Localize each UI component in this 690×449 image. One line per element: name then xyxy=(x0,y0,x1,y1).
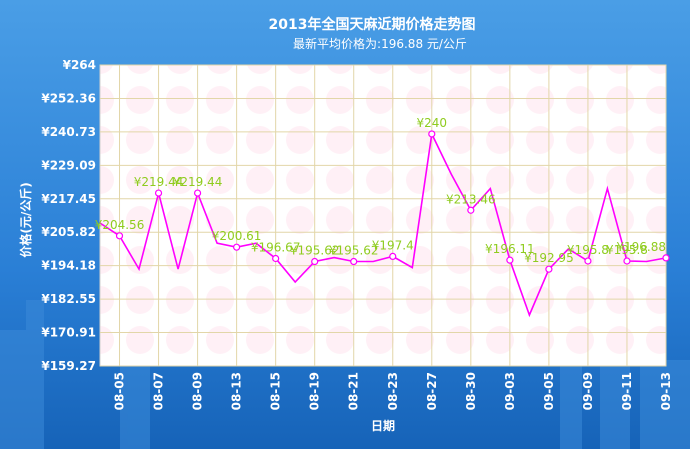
data-label: ¥195.8 xyxy=(606,243,648,257)
data-point xyxy=(662,254,670,262)
data-label: ¥195.8 xyxy=(567,243,609,257)
x-tick-label: 08-21 xyxy=(347,372,361,410)
y-tick-label: ¥159.27 xyxy=(41,359,96,373)
x-tick-label: 08-07 xyxy=(152,372,166,410)
x-tick-label: 08-05 xyxy=(113,372,127,410)
data-label: ¥196.11 xyxy=(485,242,535,256)
data-point xyxy=(428,130,436,138)
x-tick-label: 08-15 xyxy=(269,372,283,410)
y-axis-ticks: ¥159.27 ¥170.91 ¥182.55 ¥194.18 ¥205.82 ¥217.… xyxy=(41,58,96,373)
data-label: ¥196.67 xyxy=(251,241,301,255)
chart-subtitle: 最新平均价格为:196.88 元/公斤 xyxy=(293,36,467,51)
data-point xyxy=(272,254,280,263)
grid-lines xyxy=(100,64,667,367)
data-label: ¥196.88 xyxy=(616,240,666,254)
x-tick-label: 09-09 xyxy=(581,372,595,410)
x-axis-title: 日期 xyxy=(371,418,395,433)
data-point xyxy=(233,243,241,251)
data-point xyxy=(193,189,202,197)
x-tick-label: 08-23 xyxy=(386,372,400,410)
data-label: ¥219.44 xyxy=(134,175,184,189)
data-point xyxy=(389,252,397,261)
data-point xyxy=(467,206,475,214)
series-markers xyxy=(115,130,670,273)
y-axis-title: 价格(元/公斤) xyxy=(18,182,33,257)
data-point xyxy=(506,256,514,264)
data-label: ¥200.61 xyxy=(212,229,262,243)
data-point xyxy=(154,189,163,197)
y-tick-label: ¥182.55 xyxy=(41,292,96,306)
x-tick-label: 09-13 xyxy=(659,372,673,410)
series-line xyxy=(99,131,667,318)
data-label: ¥204.56 xyxy=(95,218,145,232)
data-label: ¥219.44 xyxy=(173,175,223,189)
y-tick-label: ¥252.36 xyxy=(41,91,96,105)
data-point xyxy=(623,257,631,265)
x-tick-label: 09-03 xyxy=(503,372,517,410)
data-label: ¥195.62 xyxy=(290,244,340,258)
chart-title: 2013年全国天麻近期价格走势图 xyxy=(269,16,476,33)
data-point xyxy=(311,257,319,266)
y-tick-label: ¥194.18 xyxy=(41,259,96,273)
data-label: ¥240 xyxy=(417,116,448,130)
data-label: ¥195.62 xyxy=(329,244,379,258)
x-tick-label: 08-27 xyxy=(425,372,439,410)
x-tick-label: 08-09 xyxy=(191,372,205,410)
x-tick-label: 08-30 xyxy=(464,372,478,410)
y-tick-label: ¥170.91 xyxy=(41,326,96,340)
data-label: ¥192.95 xyxy=(524,251,574,265)
data-point xyxy=(115,232,124,240)
y-tick-label: ¥264 xyxy=(63,58,96,72)
data-label: ¥213.46 xyxy=(446,192,496,206)
y-tick-label: ¥205.82 xyxy=(41,225,96,239)
y-tick-label: ¥217.45 xyxy=(41,192,96,206)
x-tick-label: 08-19 xyxy=(308,372,322,410)
y-tick-label: ¥240.73 xyxy=(41,125,96,139)
data-label: ¥197.4 xyxy=(372,238,414,252)
data-point xyxy=(584,257,592,265)
data-point xyxy=(545,265,553,273)
data-point xyxy=(350,257,358,266)
plot-area xyxy=(99,64,667,367)
x-tick-label: 09-05 xyxy=(542,372,556,410)
y-tick-label: ¥229.09 xyxy=(41,158,96,172)
data-labels: ¥204.56¥219.44¥219.44¥200.61¥196.67¥195.… xyxy=(95,116,666,265)
x-tick-label: 08-13 xyxy=(230,372,244,410)
x-axis-ticks: 08-05 08-07 08-09 08-13 08-15 08-19 08-21 08-23… xyxy=(113,372,673,410)
x-tick-label: 09-11 xyxy=(620,372,634,410)
